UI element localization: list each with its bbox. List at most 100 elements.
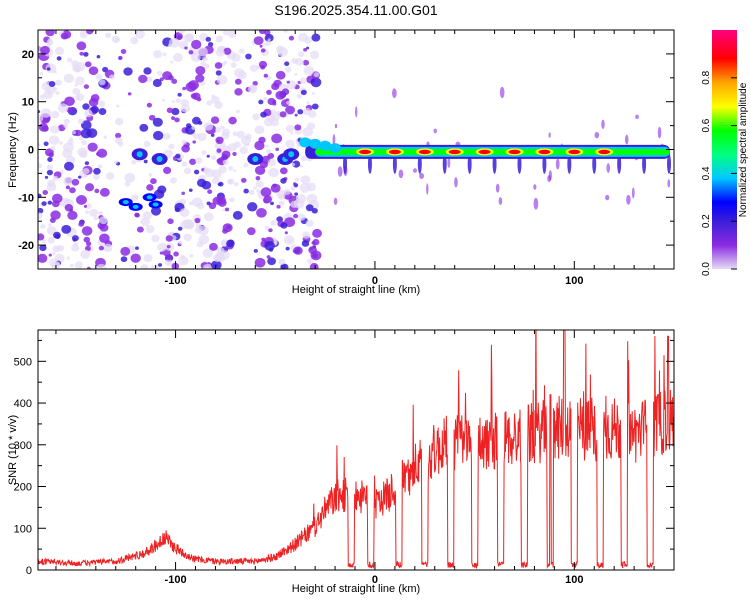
spectrogram-noise-blob xyxy=(260,65,266,70)
snr-xtick-label: 0 xyxy=(372,574,378,586)
spectrogram-noise-blob xyxy=(296,93,303,99)
spectrogram-noise-blob xyxy=(74,62,86,72)
spectrogram-noise-blob xyxy=(47,200,53,205)
spectrogram-noise-blob xyxy=(263,73,268,78)
spectrogram-noise-blob xyxy=(229,197,235,203)
spectrogram-noise-blob xyxy=(172,53,183,62)
spectrogram-noise-blob xyxy=(657,126,662,139)
spectrogram-noise-blob xyxy=(309,247,314,251)
spectrogram-noise-blob xyxy=(270,219,277,226)
spectrogram-noise-blob xyxy=(204,265,210,269)
spectrogram-noise-blob xyxy=(130,194,139,202)
spectrogram-noise-blob xyxy=(115,132,122,139)
spectrogram-noise-blob xyxy=(99,216,108,225)
spectrogram-noise-blob xyxy=(93,167,101,175)
spectrogram-noise-blob xyxy=(111,35,120,44)
spectrogram-noise-blob xyxy=(302,59,310,66)
spectrogram-noise-blob xyxy=(207,189,213,194)
spectrogram-noise-blob xyxy=(48,223,52,227)
spectrogram-noise-blob xyxy=(89,208,99,217)
spectrogram-noise-blob xyxy=(145,224,155,234)
spectrogram-feature-core xyxy=(136,151,143,158)
spectrogram-noise-blob xyxy=(312,228,323,238)
spectrogram-noise-blob xyxy=(79,136,84,141)
spectrogram-noise-blob xyxy=(47,236,55,244)
spectrogram-noise-blob xyxy=(124,172,136,183)
spectrogram-noise-blob xyxy=(43,141,49,147)
colorbar-gradient xyxy=(712,30,737,269)
spectrogram-noise-blob xyxy=(311,92,315,95)
snr-ytick-label: 400 xyxy=(14,398,32,410)
spectrogram-noise-blob xyxy=(109,74,116,80)
spectrogram-noise-blob xyxy=(631,187,635,199)
spectrogram-noise-blob xyxy=(38,233,45,241)
spectrogram-noise-blob xyxy=(50,210,61,220)
spectrogram-noise-blob xyxy=(171,107,180,116)
spectrogram-noise-blob xyxy=(114,117,124,126)
snr-ytick-label: 0 xyxy=(26,565,32,577)
spectrogram-noise-blob xyxy=(203,122,213,131)
spectrogram-noise-blob xyxy=(83,51,89,57)
spectrogram-noise-blob xyxy=(210,133,215,137)
spectrogram-noise-blob xyxy=(82,168,90,175)
spectrogram-feature-core xyxy=(146,195,153,200)
colorbar-tick-label: 0.6 xyxy=(701,118,712,132)
spectrogram-noise-blob xyxy=(332,134,336,146)
spectrogram-noise-blob xyxy=(176,35,182,40)
spectrogram-noise-blob xyxy=(64,96,75,107)
spectrogram-noise-blob xyxy=(426,183,429,195)
chart-title: S196.2025.354.11.00.G01 xyxy=(274,2,437,18)
spectrogram-noise-blob xyxy=(87,266,91,269)
spectrogram-noise-blob xyxy=(84,161,90,166)
spectrogram-feature-core xyxy=(252,156,259,163)
spectrogram-noise-blob xyxy=(64,199,70,204)
spectrogram-noise-blob xyxy=(87,142,98,152)
spectrogram-noise-blob xyxy=(41,201,47,206)
spectrogram-noise-blob xyxy=(275,147,280,151)
spectrogram-noise-blob xyxy=(203,63,210,69)
spectrogram-noise-blob xyxy=(136,226,144,233)
spectrogram-noise-blob xyxy=(146,184,154,191)
spectrogram-noise-blob xyxy=(80,120,92,130)
signal-peak xyxy=(568,149,581,155)
spectrogram-noise-blob xyxy=(150,206,162,216)
spectrogram-ytick-label: 0 xyxy=(28,145,34,157)
spectrogram-noise-blob xyxy=(243,188,249,194)
spectrogram-noise-blob xyxy=(303,47,308,52)
spectrogram-noise-blob xyxy=(306,193,318,204)
spectrogram-ytick-label: -20 xyxy=(18,240,34,252)
spectrogram-noise-blob xyxy=(94,188,100,194)
spectrogram-noise-blob xyxy=(300,89,307,96)
spectrogram-noise-blob xyxy=(183,233,192,242)
spectrogram-noise-blob xyxy=(495,183,500,193)
spectrogram-noise-blob xyxy=(260,187,272,197)
spectrogram-noise-blob xyxy=(288,35,295,41)
spectrogram-noise-blob xyxy=(265,40,272,46)
spectrogram-noise-blob xyxy=(253,248,258,253)
spectrogram-noise-blob xyxy=(296,144,300,148)
spectrogram-noise-blob xyxy=(52,86,58,92)
spectrogram-noise-blob xyxy=(548,170,552,181)
spectrogram-noise-blob xyxy=(301,240,310,247)
spectrogram-noise-blob xyxy=(223,47,232,55)
snr-ylabel: SNR (10 * v/v) xyxy=(7,415,19,485)
spectrogram-noise-blob xyxy=(311,103,319,110)
spectrogram-noise-blob xyxy=(58,141,63,145)
snr-series-line xyxy=(38,330,674,570)
spectrogram-noise-blob xyxy=(303,65,315,76)
spectrogram-noise-blob xyxy=(215,35,224,43)
spectrogram-noise-blob xyxy=(76,41,87,51)
spectrogram-noise-blob xyxy=(306,46,310,50)
spectrogram-noise-blob xyxy=(46,67,51,71)
spectrogram-noise-blob xyxy=(259,44,263,48)
spectrogram-noise-blob xyxy=(626,194,631,205)
spectrogram-noise-blob xyxy=(63,118,70,125)
spectrogram-noise-blob xyxy=(135,30,145,39)
spectrogram-noise-blob xyxy=(77,175,82,179)
spectrogram-noise-blob xyxy=(38,142,41,147)
spectrogram-noise-blob xyxy=(222,30,229,36)
spectrogram-noise-blob xyxy=(190,53,201,62)
spectrogram-feature-core xyxy=(132,204,139,209)
spectrogram-noise-blob xyxy=(203,212,214,222)
